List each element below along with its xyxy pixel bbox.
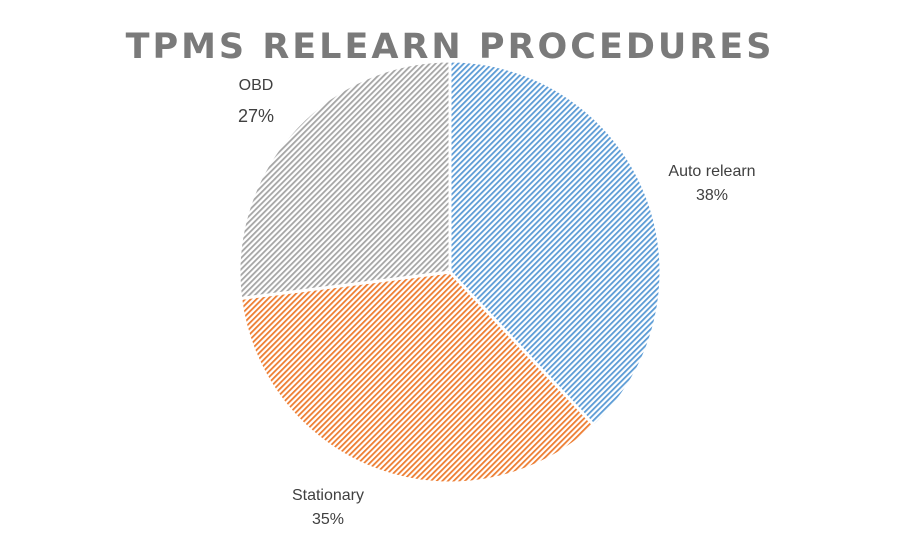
pie-slice-stationary bbox=[238, 270, 597, 485]
slice-name-stationary: Stationary bbox=[292, 487, 364, 504]
pie-slice-auto-relearn bbox=[448, 59, 663, 428]
slice-pct-auto-relearn: 38% bbox=[696, 187, 728, 204]
slice-pct-obd: 27% bbox=[238, 106, 274, 126]
slice-label-auto-relearn: Auto relearn 38% bbox=[668, 163, 755, 204]
slice-pct-stationary: 35% bbox=[312, 511, 344, 528]
pie-slices bbox=[237, 59, 663, 485]
slice-label-obd: OBD 27% bbox=[238, 77, 274, 126]
slice-name-obd: OBD bbox=[239, 77, 274, 94]
slice-name-auto-relearn: Auto relearn bbox=[668, 163, 755, 180]
slice-label-stationary: Stationary 35% bbox=[292, 487, 364, 528]
pie-slice-obd bbox=[237, 59, 452, 301]
